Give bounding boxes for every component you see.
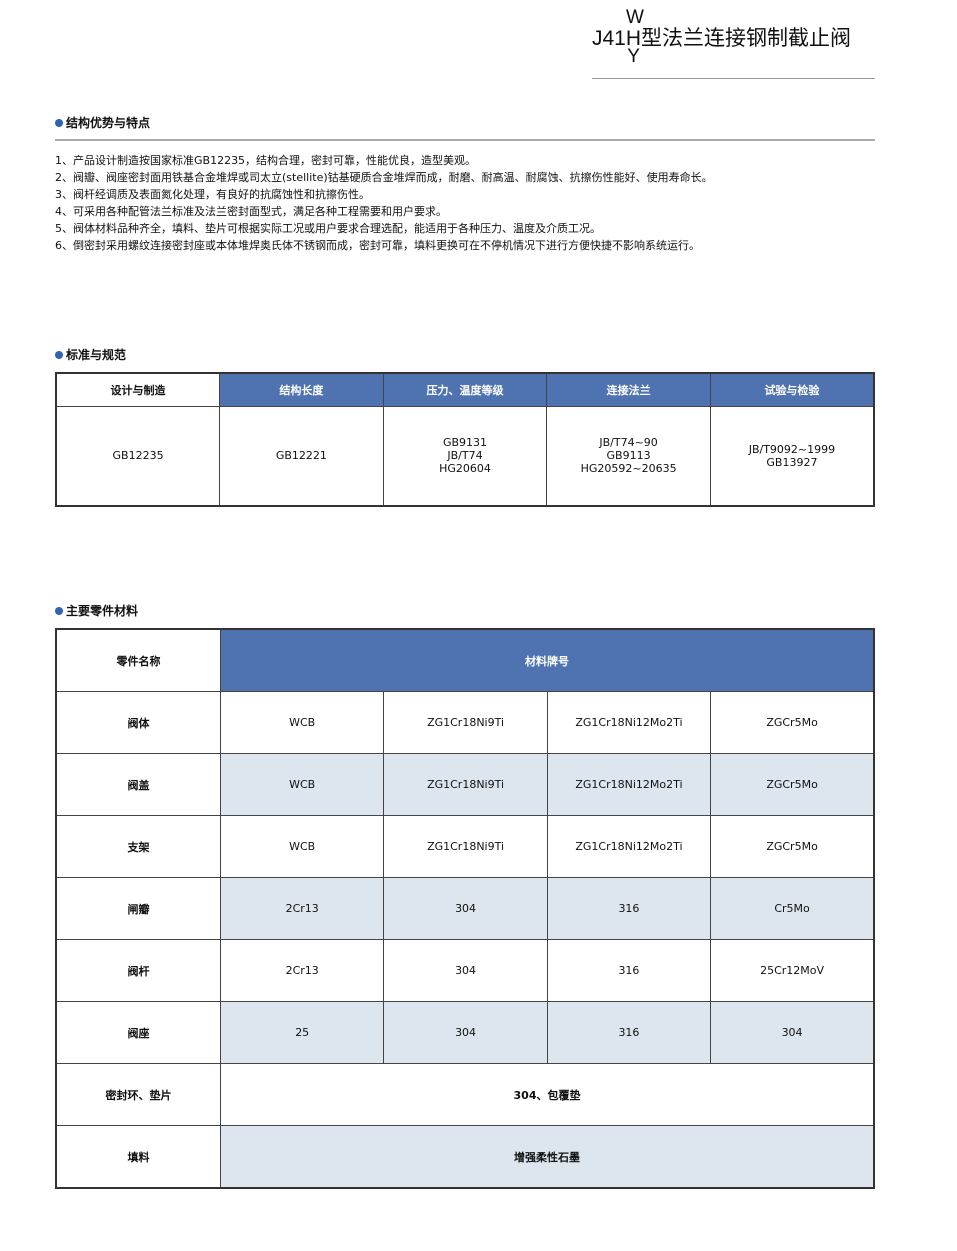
part-name: 支架 [55,815,221,878]
feature-item: 2、阀瓣、阀座密封面用铁基合金堆焊或司太立(stellite)钴基硬质合金堆焊而… [55,171,713,184]
model-top: W [626,7,644,28]
material-cell: 2Cr13 [219,939,385,1002]
feature-item: 3、阀杆经调质及表面氮化处理，有良好的抗腐蚀性和抗擦伤性。 [55,188,370,201]
material-cell: 316 [546,1001,712,1064]
standards-cell: JB/T9092~1999 GB13927 [709,405,875,507]
standard-code: GB9131 [442,436,488,450]
table-row: 阀座 25 304 316 304 [55,1001,875,1064]
table-row: 支架 WCB ZG1Cr18Ni9Ti ZG1Cr18Ni12Mo2Ti ZGCr5Mo [55,815,875,878]
material-cell: ZG1Cr18Ni12Mo2Ti [546,753,712,816]
material-cell: 316 [546,877,712,940]
material-cell: 2Cr13 [219,877,385,940]
standards-header-cell: 设计与制造 [55,372,221,407]
feature-list: 1、产品设计制造按国家标准GB12235，结构合理，密封可靠，性能优良，造型美观… [55,152,713,254]
feature-item: 1、产品设计制造按国家标准GB12235，结构合理，密封可靠，性能优良，造型美观… [55,154,477,167]
table-row: 阀杆 2Cr13 304 316 25Cr12MoV [55,939,875,1002]
material-cell: 304 [383,1001,548,1064]
part-name: 阀杆 [55,939,221,1002]
materials-table: 零件名称 材料牌号 阀体 WCB ZG1Cr18Ni9Ti ZG1Cr18Ni12Mo… [55,628,875,1189]
material-cell: Cr5Mo [710,877,875,940]
standards-cell: GB9131 JB/T74 HG20604 [382,405,548,507]
material-cell: ZG1Cr18Ni9Ti [383,815,548,878]
material-cell: 304 [383,939,548,1002]
table-row: 闸瓣 2Cr13 304 316 Cr5Mo [55,877,875,940]
col-part-header: 零件名称 [55,628,221,692]
material-cell: 304 [383,877,548,940]
standards-header-cell: 试验与检验 [709,372,875,407]
part-name: 阀盖 [55,753,221,816]
table-row: 填料 增强柔性石墨 [55,1125,875,1189]
heading-text: 结构优势与特点 [66,116,151,130]
standard-code: JB/T74 [447,449,483,463]
standards-header-cell: 连接法兰 [546,372,711,407]
standards-header-cell: 结构长度 [219,372,384,407]
material-cell: WCB [219,815,385,878]
title-divider [592,78,875,79]
material-cell: 25 [219,1001,385,1064]
material-cell: ZGCr5Mo [710,815,875,878]
standard-code: JB/T74~90 [599,436,658,450]
standard-code: GB12235 [112,449,164,463]
material-cell: ZGCr5Mo [710,691,875,754]
section-divider [55,139,875,141]
standards-cell: GB12235 [55,405,221,507]
model-bottom: Y [627,46,640,67]
bullet-icon [55,119,63,127]
feature-item: 6、倒密封采用螺纹连接密封座或本体堆焊奥氏体不锈钢而成，密封可靠，填料更换可在不… [55,239,700,252]
material-cell: WCB [219,753,385,816]
table-row: 密封环、垫片 304、包覆垫 [55,1063,875,1126]
standards-table: 设计与制造 结构长度 压力、温度等级 连接法兰 试验与检验 GB12235 GB12221… [55,372,875,507]
material-cell: 316 [546,939,712,1002]
bullet-icon [55,607,63,615]
standard-code: GB13927 [766,455,818,469]
standard-code: HG20592~20635 [580,462,677,476]
materials-heading: 主要零件材料 [55,602,138,619]
standards-cell: GB12221 [219,405,384,507]
material-cell: ZG1Cr18Ni12Mo2Ti [546,815,712,878]
material-cell: ZG1Cr18Ni9Ti [383,691,548,754]
standards-cell: JB/T74~90 GB9113 HG20592~20635 [546,405,711,507]
table-header-row: 零件名称 材料牌号 [55,628,875,692]
part-name: 密封环、垫片 [55,1063,221,1126]
feature-item: 5、阀体材料品种齐全，填料、垫片可根据实际工况或用户要求合理选配，能适用于各种压… [55,222,601,235]
standard-code: JB/T9092~1999 [748,442,836,456]
part-name: 阀体 [55,691,221,754]
features-heading: 结构优势与特点 [55,114,150,131]
material-cell: 304、包覆垫 [220,1063,875,1126]
material-cell: 25Cr12MoV [710,939,875,1002]
material-cell: 增强柔性石墨 [220,1125,875,1189]
part-name: 填料 [55,1125,221,1189]
standards-heading: 标准与规范 [55,346,126,363]
standard-code: HG20604 [439,462,491,476]
part-name: 闸瓣 [55,877,221,940]
material-cell: ZG1Cr18Ni12Mo2Ti [546,691,712,754]
standard-code: GB9113 [606,449,651,463]
heading-text: 标准与规范 [66,348,127,362]
part-name: 阀座 [55,1001,221,1064]
feature-item: 4、可采用各种配管法兰标准及法兰密封面型式，满足各种工程需要和用户要求。 [55,205,447,218]
material-cell: ZGCr5Mo [710,753,875,816]
standards-header-cell: 压力、温度等级 [382,372,548,407]
material-cell: ZG1Cr18Ni9Ti [383,753,548,816]
title-text: 型法兰连接钢制截止阀 [641,27,852,50]
material-cell: WCB [219,691,385,754]
table-row: 阀体 WCB ZG1Cr18Ni9Ti ZG1Cr18Ni12Mo2Ti ZGCr5Mo [55,691,875,754]
model-code: J41H W Y [592,7,644,67]
bullet-icon [55,351,63,359]
material-cell: 304 [710,1001,875,1064]
standard-code: GB12221 [275,449,327,463]
col-material-header: 材料牌号 [220,628,875,692]
model-prefix: J41H [592,27,642,50]
heading-text: 主要零件材料 [66,604,139,618]
table-row: 阀盖 WCB ZG1Cr18Ni9Ti ZG1Cr18Ni12Mo2Ti ZGCr5Mo [55,753,875,816]
page-title: J41H W Y 型法兰连接钢制截止阀 [592,7,852,67]
